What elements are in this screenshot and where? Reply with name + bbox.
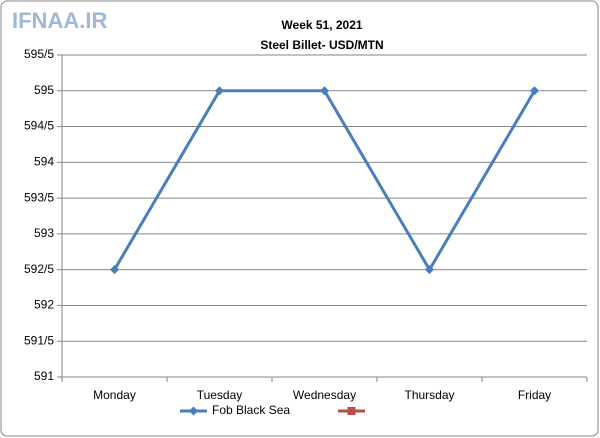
point-marker bbox=[425, 265, 434, 275]
point-marker bbox=[320, 86, 329, 96]
y-tick-label: 595/5 bbox=[24, 47, 54, 61]
watermark: IFNAA.IR bbox=[12, 8, 107, 33]
x-tick-label: Monday bbox=[93, 388, 136, 402]
legend-marker bbox=[189, 406, 198, 416]
y-tick-label: 594/5 bbox=[24, 119, 54, 133]
y-tick-label: 593 bbox=[34, 226, 54, 240]
y-tick-label: 595 bbox=[34, 83, 54, 97]
chart-subtitle: Steel Billet- USD/MTN bbox=[260, 38, 383, 52]
x-tick-label: Wednesday bbox=[293, 388, 356, 402]
y-tick-label: 591/5 bbox=[24, 333, 54, 347]
point-marker bbox=[110, 265, 119, 275]
x-tick-label: Tuesday bbox=[197, 388, 243, 402]
point-marker bbox=[530, 86, 539, 96]
y-tick-label: 591 bbox=[34, 369, 54, 383]
chart-title: Week 51, 2021 bbox=[281, 18, 363, 32]
legend-marker bbox=[347, 407, 356, 415]
y-tick-label: 592 bbox=[34, 298, 54, 312]
y-tick-label: 594 bbox=[34, 155, 54, 169]
point-marker bbox=[215, 86, 224, 96]
x-tick-label: Friday bbox=[518, 388, 551, 402]
y-tick-label: 592/5 bbox=[24, 262, 54, 276]
legend-label: Fob Black Sea bbox=[212, 403, 290, 417]
x-tick-label: Thursday bbox=[404, 388, 454, 402]
y-tick-label: 593/5 bbox=[24, 190, 54, 204]
